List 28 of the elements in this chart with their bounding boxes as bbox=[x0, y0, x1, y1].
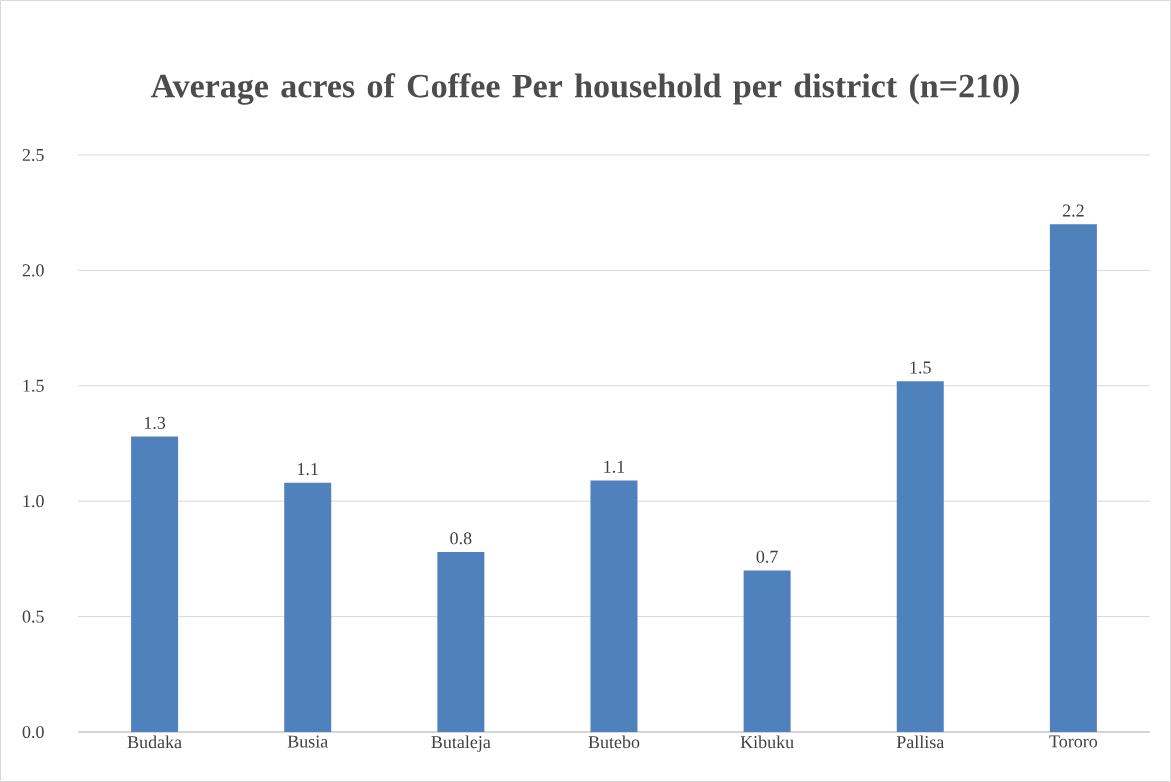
data-label: 0.8 bbox=[450, 532, 472, 545]
y-tick-label: 1.5 bbox=[23, 379, 44, 392]
x-tick-label: Tororo bbox=[1049, 735, 1098, 748]
x-tick-label: Butaleja bbox=[431, 735, 491, 752]
bar bbox=[1049, 224, 1097, 732]
y-tick-label: 0.5 bbox=[22, 610, 44, 623]
bar bbox=[896, 381, 944, 732]
bar bbox=[284, 482, 332, 732]
data-label: 1.1 bbox=[298, 463, 318, 476]
data-label: 1.5 bbox=[910, 361, 931, 374]
x-tick-label: Butebo bbox=[588, 735, 640, 749]
y-tick-label: 2.0 bbox=[22, 264, 44, 277]
data-label: 1.3 bbox=[144, 416, 166, 430]
bar bbox=[743, 570, 791, 732]
data-label: 2.2 bbox=[1062, 204, 1084, 217]
bar bbox=[437, 551, 485, 732]
y-tick-label: 0.0 bbox=[22, 725, 44, 739]
x-tick-label: Busia bbox=[287, 735, 328, 748]
x-tick-label: Pallisa bbox=[896, 735, 945, 749]
chart-title: Average acres of Coffee Per household per district (n=210) bbox=[150, 73, 1019, 105]
data-label: 1.1 bbox=[604, 460, 625, 473]
bar bbox=[131, 436, 179, 732]
y-tick-label: 2.5 bbox=[22, 148, 44, 162]
bar bbox=[590, 480, 638, 732]
data-label: 0.7 bbox=[756, 550, 778, 563]
x-tick-label: Kibuku bbox=[740, 735, 794, 749]
y-tick-label: 1.0 bbox=[23, 495, 44, 508]
x-tick-label: Budaka bbox=[127, 735, 182, 749]
